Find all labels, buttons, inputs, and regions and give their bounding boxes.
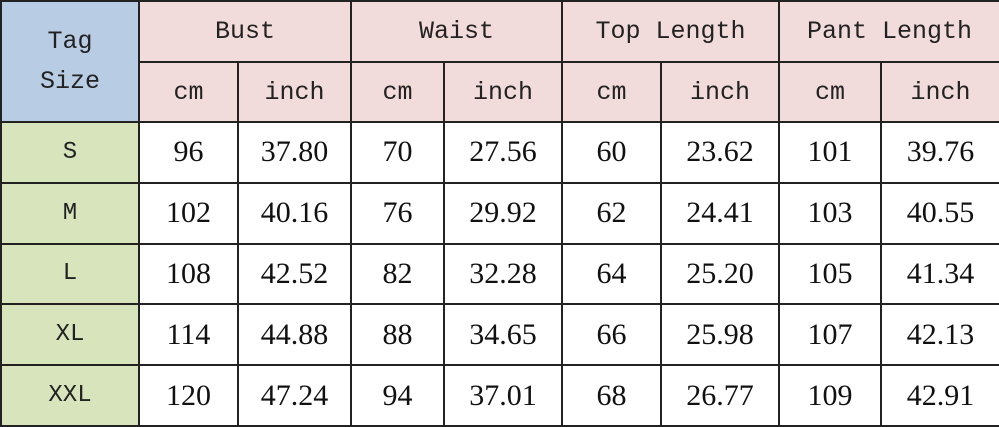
top-length-header: Top Length <box>561 0 781 63</box>
unit-cm-header: cm <box>778 61 883 123</box>
inch-value-cell: 47.24 <box>236 364 353 427</box>
unit-inch-header: inch <box>236 61 353 123</box>
inch-value-cell: 42.52 <box>236 242 353 306</box>
cm-value-cell: 102 <box>138 181 239 245</box>
inch-value-cell: 24.41 <box>660 181 781 245</box>
inch-value-cell: 32.28 <box>443 242 564 306</box>
unit-cm-header: cm <box>350 61 446 123</box>
inch-value-cell: 29.92 <box>443 181 564 245</box>
inch-value-cell: 39.76 <box>880 121 999 184</box>
inch-value-cell: 27.56 <box>443 121 564 184</box>
unit-header-row: cm inch cm inch cm inch cm inch <box>1 61 999 123</box>
cm-value-cell: 108 <box>138 242 239 306</box>
inch-value-cell: 40.16 <box>236 181 353 245</box>
pant-length-header: Pant Length <box>778 0 999 63</box>
cm-value-cell: 60 <box>561 121 663 184</box>
inch-value-cell: 25.20 <box>660 242 781 306</box>
unit-inch-header: inch <box>880 61 999 123</box>
bust-header: Bust <box>137 0 353 63</box>
tag-size-header: Tag Size <box>0 0 140 123</box>
inch-value-cell: 34.65 <box>443 303 564 367</box>
table-row: XL 114 44.88 88 34.65 66 25.98 107 42.13 <box>0 303 999 367</box>
cm-value-cell: 70 <box>350 121 446 184</box>
cm-value-cell: 62 <box>561 181 663 245</box>
cm-value-cell: 82 <box>350 242 446 306</box>
size-cell: XXL <box>0 364 140 427</box>
unit-cm-header: cm <box>561 61 663 123</box>
table-row: S 96 37.80 70 27.56 60 23.62 101 39.76 <box>0 121 999 184</box>
size-cell: L <box>0 242 140 306</box>
group-header-row: Tag Size Bust Waist Top Length Pant Lengt… <box>0 0 999 123</box>
cm-value-cell: 114 <box>138 303 239 367</box>
unit-inch-header: inch <box>660 61 781 123</box>
cm-value-cell: 120 <box>138 364 239 427</box>
inch-value-cell: 37.01 <box>443 364 564 427</box>
size-cell: S <box>0 121 140 184</box>
cm-value-cell: 107 <box>778 303 883 367</box>
cm-value-cell: 101 <box>778 121 883 184</box>
cm-value-cell: 66 <box>561 303 663 367</box>
inch-value-cell: 26.77 <box>660 364 781 427</box>
cm-value-cell: 76 <box>350 181 446 245</box>
unit-inch-header: inch <box>443 61 564 123</box>
inch-value-cell: 40.55 <box>880 181 999 245</box>
inch-value-cell: 42.91 <box>880 364 999 427</box>
table-row: M 102 40.16 76 29.92 62 24.41 103 40.55 <box>0 181 999 245</box>
unit-cm-header: cm <box>138 61 239 123</box>
table-row: XXL 120 47.24 94 37.01 68 26.77 109 42.91 <box>0 364 999 427</box>
inch-value-cell: 23.62 <box>660 121 781 184</box>
cm-value-cell: 109 <box>778 364 883 427</box>
cm-value-cell: 96 <box>138 121 239 184</box>
inch-value-cell: 41.34 <box>880 242 999 306</box>
table-row: L 108 42.52 82 32.28 64 25.20 105 41.34 <box>0 242 999 306</box>
cm-value-cell: 103 <box>778 181 883 245</box>
inch-value-cell: 25.98 <box>660 303 781 367</box>
size-cell: XL <box>0 303 140 367</box>
inch-value-cell: 44.88 <box>236 303 353 367</box>
cm-value-cell: 105 <box>778 242 883 306</box>
cm-value-cell: 88 <box>350 303 446 367</box>
waist-header: Waist <box>350 0 564 63</box>
cm-value-cell: 64 <box>561 242 663 306</box>
cm-value-cell: 68 <box>561 364 663 427</box>
inch-value-cell: 37.80 <box>236 121 353 184</box>
size-cell: M <box>0 181 140 245</box>
inch-value-cell: 42.13 <box>880 303 999 367</box>
cm-value-cell: 94 <box>350 364 446 427</box>
